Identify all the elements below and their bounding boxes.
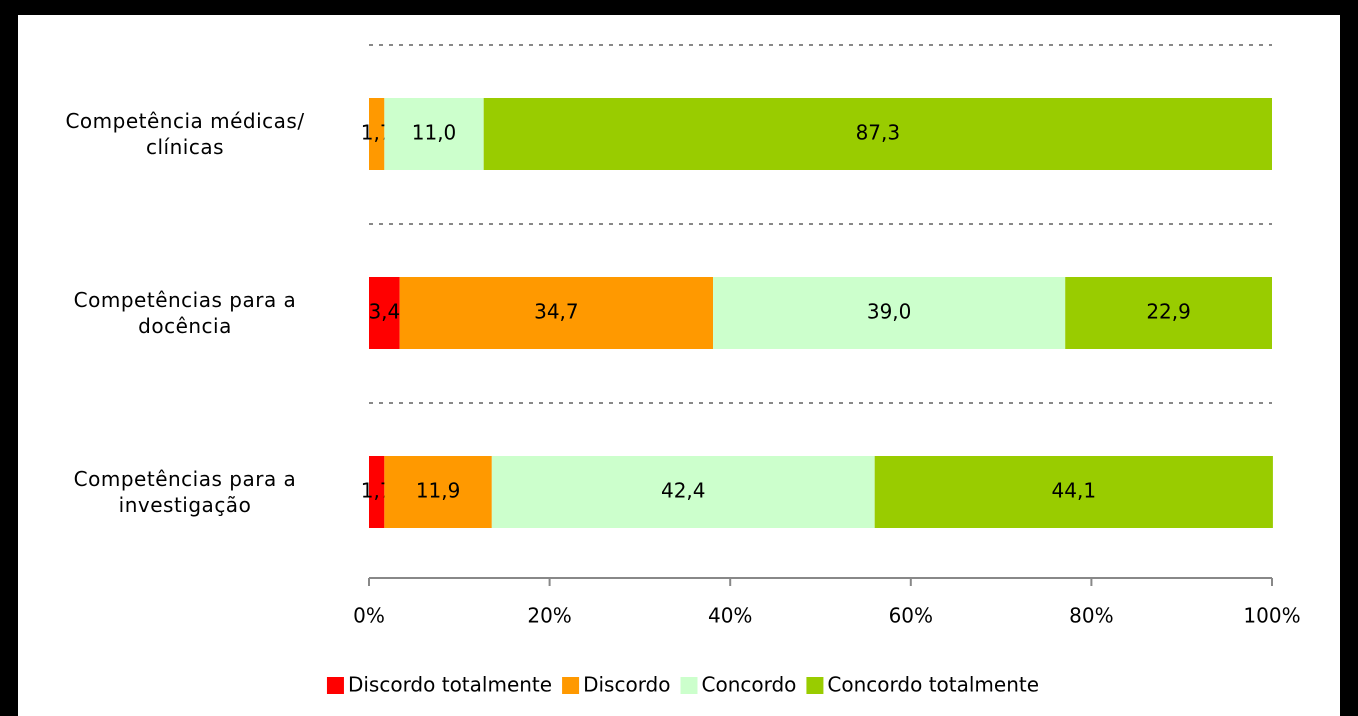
bar-segment: [369, 98, 385, 170]
x-tick-label: 40%: [708, 604, 752, 628]
legend-swatch: [562, 677, 580, 694]
data-label: 39,0: [867, 300, 912, 324]
bar-segment: [369, 277, 400, 349]
legend-swatch: [680, 677, 698, 694]
legend-swatch: [806, 677, 824, 694]
bar-segment: [491, 456, 875, 528]
data-label: 22,9: [1146, 300, 1191, 324]
y-tick-label: Competência médicas/ clínicas: [65, 109, 305, 159]
data-label: 44,1: [1052, 479, 1097, 503]
x-tick-label: 100%: [1243, 604, 1300, 628]
data-label: 11,9: [416, 479, 461, 503]
x-tick-label: 0%: [353, 604, 385, 628]
y-tick-label: Competências para a docência: [73, 288, 297, 338]
bar-segment: [399, 277, 714, 349]
bar-segment: [483, 98, 1272, 170]
legend-swatch: [326, 677, 344, 694]
data-label: 87,3: [856, 121, 901, 145]
data-label: 3,4: [368, 300, 400, 324]
legend-label: Discordo: [583, 673, 670, 697]
bar-segment: [713, 277, 1066, 349]
bar-segment: [369, 456, 385, 528]
y-tick-label: Competências para a investigação: [73, 467, 297, 517]
data-label: 34,7: [534, 300, 579, 324]
legend-label: Concordo totalmente: [827, 673, 1039, 697]
x-tick-label: 20%: [527, 604, 571, 628]
x-tick-label: 80%: [1069, 604, 1113, 628]
data-label: 11,0: [412, 121, 457, 145]
bar-segment: [1065, 277, 1272, 349]
bar-segment: [384, 98, 484, 170]
legend-label: Concordo: [702, 673, 797, 697]
legend-label: Discordo totalmente: [348, 673, 552, 697]
x-tick-label: 60%: [889, 604, 933, 628]
bar-segment: [874, 456, 1273, 528]
bar-segment: [384, 456, 492, 528]
data-label: 42,4: [661, 479, 706, 503]
